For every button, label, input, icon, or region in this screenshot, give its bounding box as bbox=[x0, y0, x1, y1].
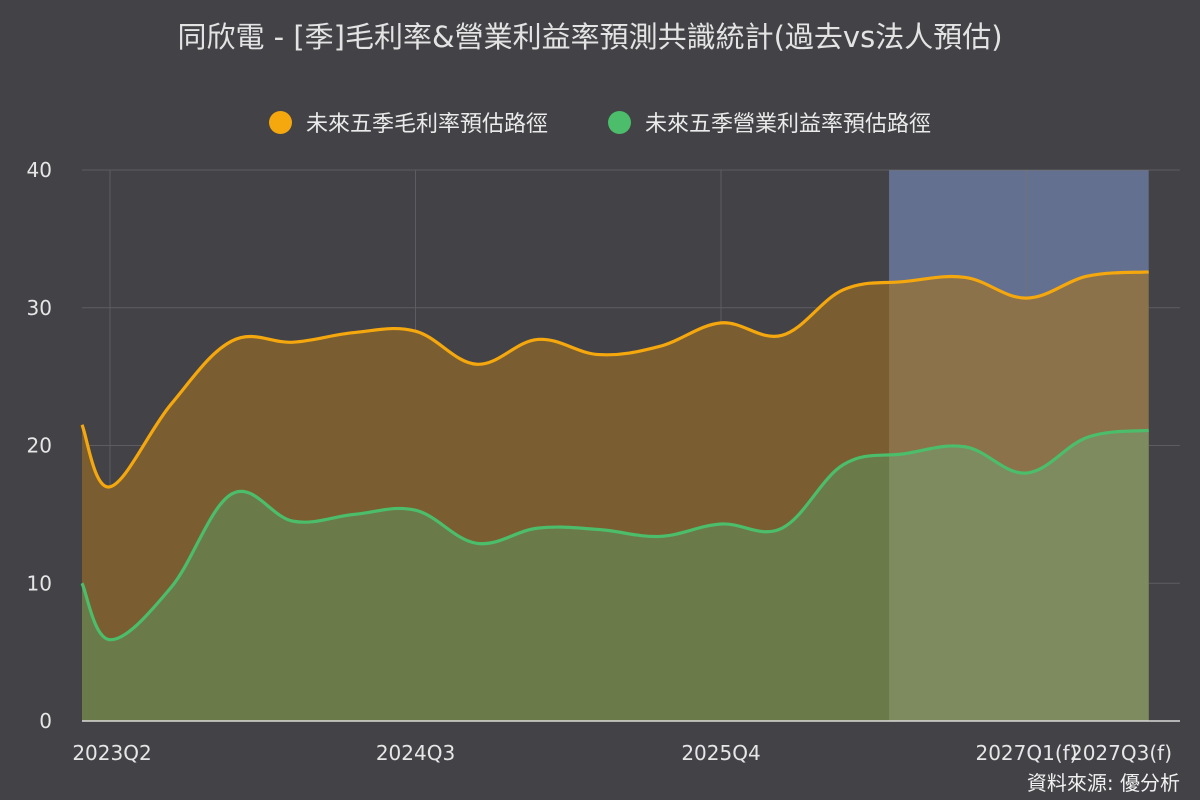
gross-margin-point-7 bbox=[535, 336, 541, 342]
gross-margin-point-16 bbox=[1085, 273, 1091, 279]
data-source: 資料來源: 優分析 bbox=[1026, 771, 1180, 795]
legend-item-gross-margin[interactable]: 未來五季毛利率預估路徑 bbox=[268, 106, 548, 138]
operating-margin-point-4 bbox=[351, 511, 357, 517]
operating-margin-point-11 bbox=[779, 525, 785, 531]
gross-margin-point-5 bbox=[413, 328, 419, 334]
operating-margin-point-10 bbox=[718, 521, 724, 527]
operating-margin-point-2 bbox=[229, 491, 235, 497]
y-tick-label: 0 bbox=[39, 709, 52, 733]
x-tick-label: 2025Q4 bbox=[681, 741, 760, 765]
legend-label-operating-margin: 未來五季營業利益率預估路徑 bbox=[645, 112, 932, 137]
gross-margin-point-12 bbox=[840, 287, 846, 293]
x-tick-label: 2027Q1(f) bbox=[975, 741, 1077, 765]
gross-margin-point-17 bbox=[1146, 269, 1152, 275]
legend-item-operating-margin[interactable]: 未來五季營業利益率預估路徑 bbox=[608, 106, 931, 138]
gross-margin-point-14 bbox=[962, 274, 968, 280]
gross-margin-point-9 bbox=[657, 343, 663, 349]
operating-margin-point-1 bbox=[168, 584, 174, 590]
legend-dot-operating-margin bbox=[608, 110, 631, 134]
chart-title: 同欣電 - [季]毛利率&營業利益率預測共識統計(過去vs法人預估) bbox=[177, 20, 1003, 54]
operating-margin-point-6 bbox=[474, 540, 480, 546]
legend-dot-gross-margin bbox=[268, 110, 292, 134]
gross-margin-point-2 bbox=[229, 338, 235, 344]
gross-margin-point-6 bbox=[474, 361, 480, 367]
gross-margin-point-4 bbox=[351, 330, 357, 336]
operating-margin-point-12 bbox=[840, 462, 846, 468]
gross-margin-point-8 bbox=[596, 352, 602, 358]
gross-margin-point-0 bbox=[107, 484, 113, 490]
operating-margin-line bbox=[80, 428, 1149, 642]
operating-margin-point-15 bbox=[1024, 470, 1030, 476]
y-tick-label: 40 bbox=[27, 158, 52, 182]
operating-margin-point-16 bbox=[1085, 434, 1091, 440]
x-tick-label: 2024Q3 bbox=[376, 741, 455, 765]
legend: 未來五季毛利率預估路徑 未來五季營業利益率預估路徑 bbox=[0, 106, 1200, 138]
y-tick-label: 20 bbox=[27, 434, 52, 458]
gross-margin-point-1 bbox=[168, 401, 174, 407]
gross-margin-point-11 bbox=[779, 332, 785, 338]
y-tick-label: 10 bbox=[27, 571, 52, 595]
operating-margin-point-0 bbox=[107, 637, 113, 643]
x-tick-label: 2027Q3(f) bbox=[1070, 741, 1172, 765]
operating-margin-area bbox=[82, 430, 1149, 721]
gross-margin-point-10 bbox=[718, 320, 724, 326]
gross-margin-point-15 bbox=[1024, 295, 1030, 301]
y-tick-label: 30 bbox=[27, 296, 52, 320]
gross-margin-point-3 bbox=[290, 339, 296, 345]
operating-margin-point-5 bbox=[413, 507, 419, 513]
gross-margin-line bbox=[80, 270, 1149, 489]
operating-margin-point-13 bbox=[901, 451, 907, 457]
operating-margin-point-14 bbox=[962, 444, 968, 450]
forecast-overlay bbox=[889, 170, 1149, 721]
x-tick-label: 2023Q2 bbox=[72, 741, 151, 765]
operating-margin-point-8 bbox=[596, 527, 602, 533]
operating-margin-point-7 bbox=[535, 525, 541, 531]
operating-margin-point-17 bbox=[1146, 427, 1152, 433]
operating-margin-point-3 bbox=[290, 518, 296, 524]
legend-label-gross-margin: 未來五季毛利率預估路徑 bbox=[305, 112, 548, 137]
gross-margin-point-13 bbox=[901, 279, 907, 285]
operating-margin-point-9 bbox=[657, 533, 663, 539]
